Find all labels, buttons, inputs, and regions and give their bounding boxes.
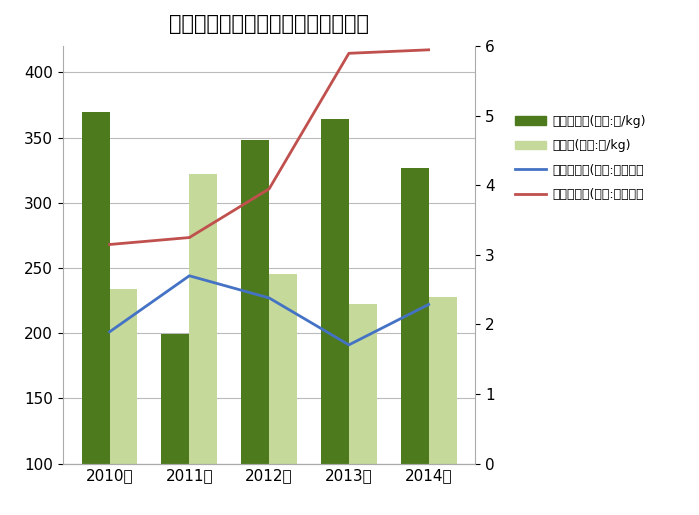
Title: わかめ価格・生産量・輸入量の推移: わかめ価格・生産量・輸入量の推移 bbox=[169, 14, 369, 33]
Legend: 国内生産量(単位:円/kg), 輸入量(単位:円/kg), 国産品価格(単位:万トン）, 輸入品価格(単位:万トン）: 国内生産量(単位:円/kg), 輸入量(単位:円/kg), 国産品価格(単位:万… bbox=[514, 115, 646, 201]
Bar bbox=[321, 119, 349, 515]
Bar bbox=[349, 304, 377, 515]
Bar bbox=[161, 334, 189, 515]
Bar bbox=[428, 297, 456, 515]
Bar bbox=[241, 140, 269, 515]
Bar bbox=[110, 289, 138, 515]
Bar bbox=[269, 274, 297, 515]
Bar bbox=[82, 112, 110, 515]
Bar bbox=[401, 167, 428, 515]
Bar bbox=[189, 174, 217, 515]
